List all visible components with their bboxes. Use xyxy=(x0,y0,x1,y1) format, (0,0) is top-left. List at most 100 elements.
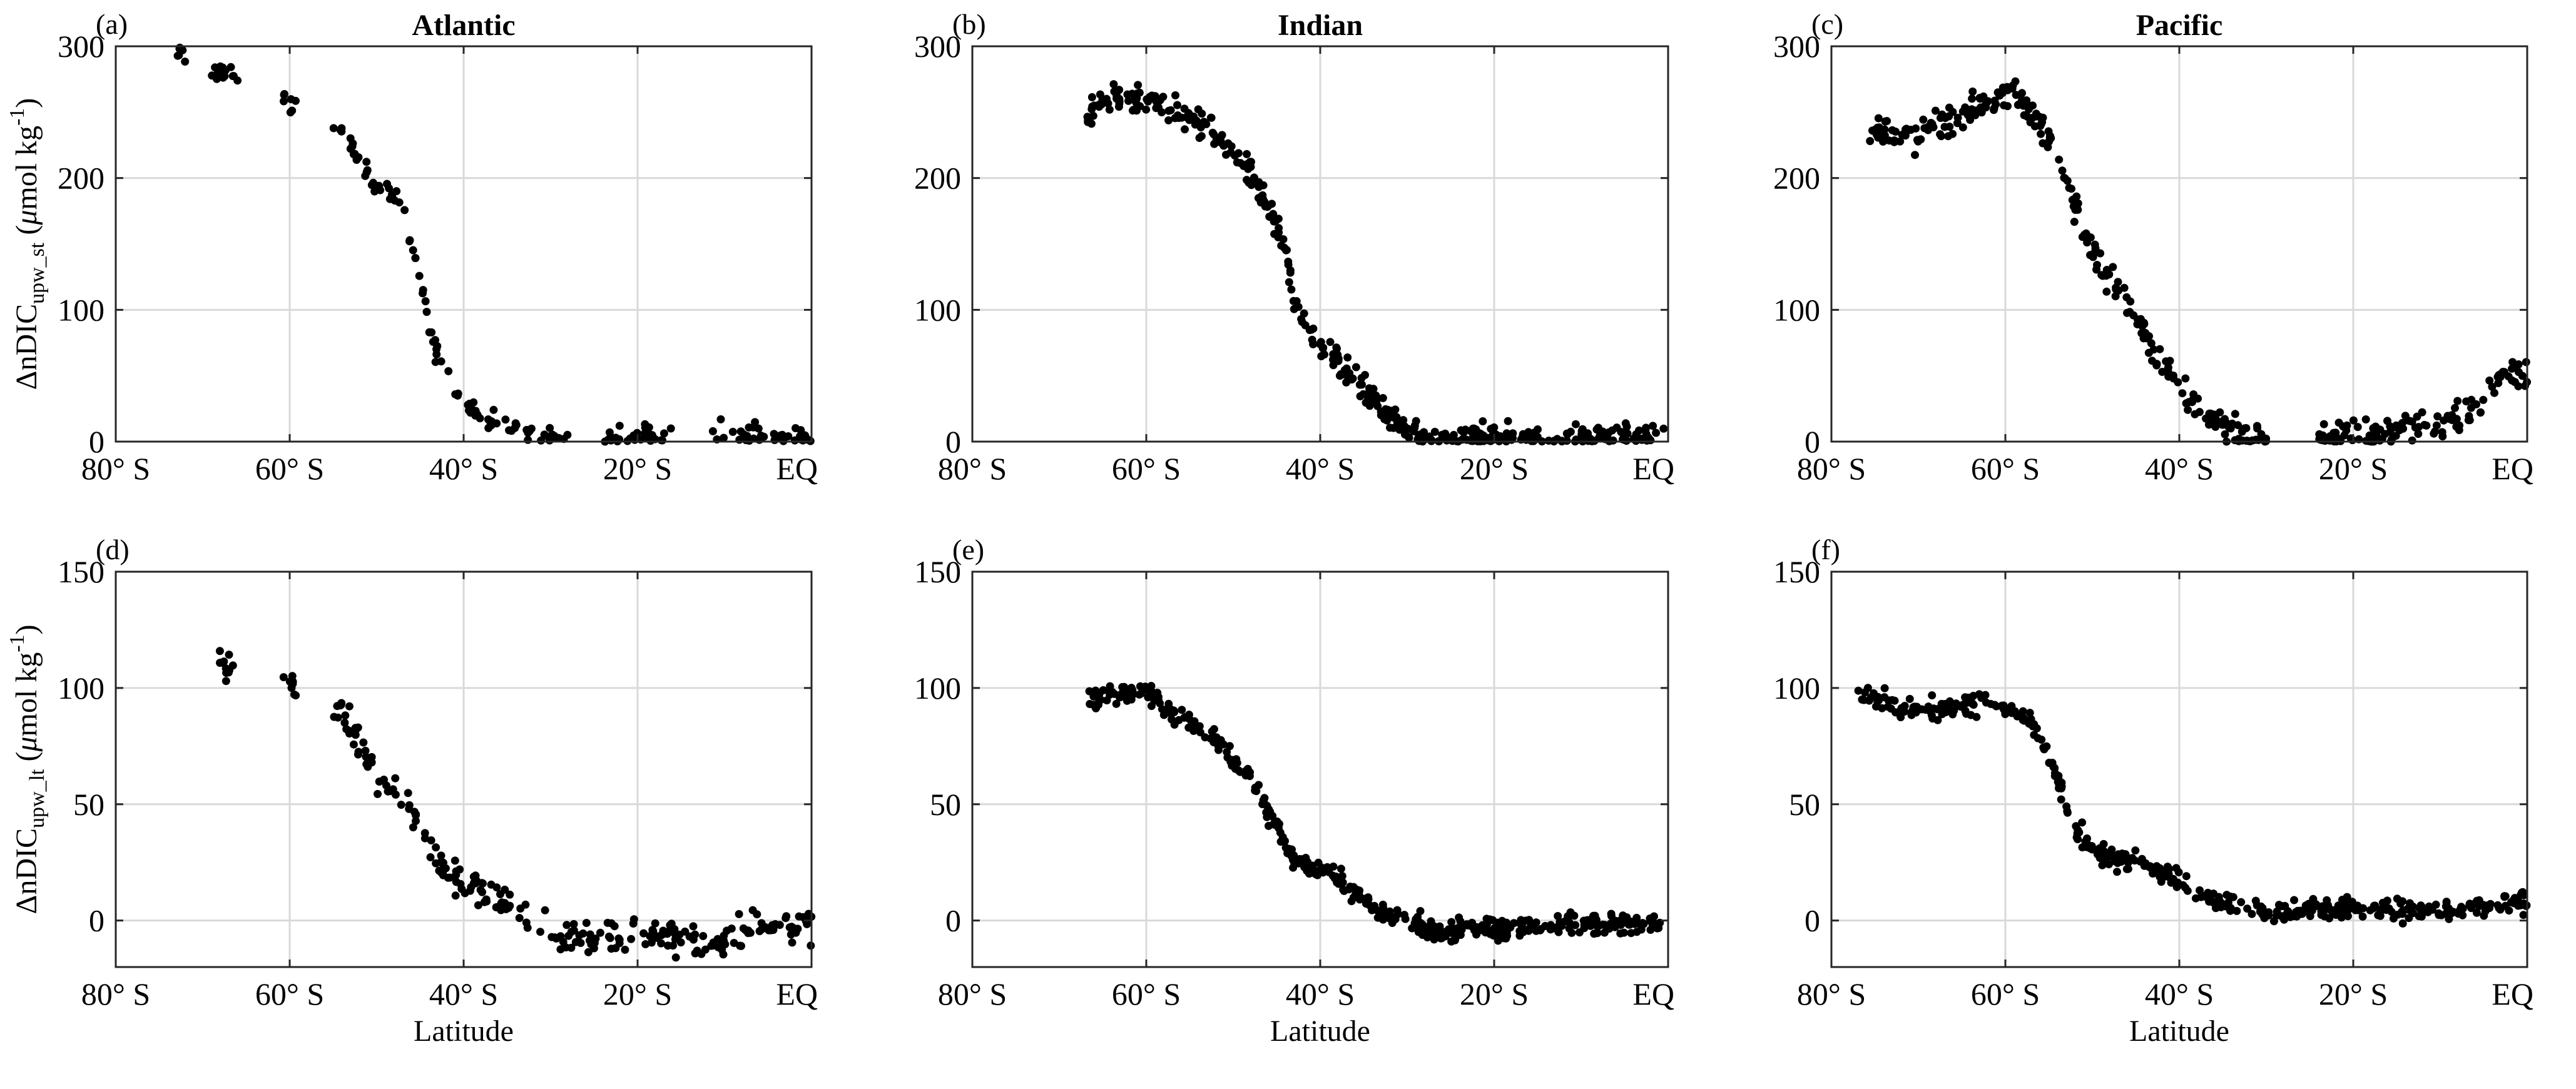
data-point xyxy=(1952,699,1960,708)
data-point xyxy=(1981,691,1990,699)
data-point xyxy=(464,400,472,409)
data-point xyxy=(2156,345,2164,353)
data-point xyxy=(546,423,554,432)
data-point xyxy=(506,901,514,910)
data-point xyxy=(1133,106,1141,115)
data-point xyxy=(1920,124,1929,133)
data-point xyxy=(1881,117,1890,126)
data-point xyxy=(1482,914,1491,923)
data-point xyxy=(489,405,498,414)
data-point xyxy=(477,879,486,888)
data-point xyxy=(2377,905,2386,913)
data-point xyxy=(1449,436,1458,445)
data-point xyxy=(2046,759,2055,767)
data-point xyxy=(1588,916,1597,924)
data-point xyxy=(1199,118,1208,126)
data-point xyxy=(795,912,803,921)
data-point xyxy=(582,919,591,927)
y-axis-title-subscript: upw_lt xyxy=(26,769,49,828)
data-point xyxy=(2000,101,2008,109)
data-point xyxy=(1888,696,1896,704)
data-point xyxy=(728,427,737,436)
data-point xyxy=(1869,126,1878,135)
data-point xyxy=(2215,896,2224,905)
data-point xyxy=(2425,902,2433,911)
data-point xyxy=(431,336,439,345)
panel-a: 80° S 60° S 40° S 20° S EQ 0 100 200 300(a) Atlan… xyxy=(6,8,818,486)
data-points xyxy=(1085,682,1664,946)
data-point xyxy=(1274,215,1283,223)
y-axis-title-main: ΔnDIC xyxy=(10,304,43,390)
data-point xyxy=(1326,338,1335,347)
data-point xyxy=(1470,926,1479,935)
y-tick-label: 300 xyxy=(1773,29,1820,64)
data-point xyxy=(1362,398,1370,407)
data-point xyxy=(736,941,745,950)
data-point xyxy=(775,921,784,929)
data-point xyxy=(2485,376,2494,385)
data-point xyxy=(219,73,228,82)
data-point xyxy=(2481,907,2490,916)
x-tick-label: EQ xyxy=(776,451,818,486)
data-point xyxy=(2386,422,2395,431)
data-point xyxy=(2183,886,2192,895)
data-point xyxy=(1288,845,1296,854)
data-point xyxy=(1659,424,1668,433)
data-point xyxy=(1181,125,1189,134)
data-point xyxy=(1143,95,1151,104)
data-point xyxy=(2355,906,2363,914)
data-point xyxy=(1393,906,1402,914)
data-point xyxy=(1627,929,1636,938)
data-point xyxy=(1878,129,1886,138)
data-point xyxy=(1593,923,1602,931)
data-point xyxy=(2124,864,2132,873)
data-point xyxy=(1564,912,1572,921)
data-point xyxy=(1880,684,1889,692)
data-point xyxy=(375,181,384,190)
data-point xyxy=(1318,344,1327,353)
data-point xyxy=(1336,864,1345,873)
data-point xyxy=(1936,130,1945,139)
data-point xyxy=(2289,912,2298,921)
data-point xyxy=(492,883,501,892)
data-point xyxy=(1368,906,1377,914)
data-point xyxy=(2405,899,2414,908)
data-point xyxy=(2476,408,2485,417)
data-point xyxy=(540,430,549,439)
data-point xyxy=(2092,265,2100,274)
x-tick-label: 40° S xyxy=(2145,451,2214,486)
data-point xyxy=(2264,911,2273,919)
data-point xyxy=(2163,863,2172,871)
data-point xyxy=(1425,432,1434,441)
data-point xyxy=(2486,899,2495,908)
data-point xyxy=(575,931,584,940)
data-point xyxy=(1243,764,1252,773)
data-point xyxy=(2393,894,2401,903)
x-tick-label: EQ xyxy=(2492,976,2533,1011)
data-point xyxy=(1307,325,1316,334)
data-point xyxy=(175,51,183,59)
data-point xyxy=(1260,198,1269,206)
y-tick-label: 300 xyxy=(58,29,104,64)
data-point xyxy=(1087,93,1096,101)
data-point xyxy=(288,106,297,115)
data-point xyxy=(2164,363,2172,372)
data-point xyxy=(1274,233,1283,241)
data-point xyxy=(2182,399,2191,408)
data-point xyxy=(2458,904,2467,913)
data-point xyxy=(2221,430,2229,438)
data-point xyxy=(639,929,648,938)
data-point xyxy=(744,929,753,938)
data-point xyxy=(1320,350,1328,358)
data-point xyxy=(1227,142,1236,151)
data-point xyxy=(2202,891,2211,899)
data-point xyxy=(2012,91,2020,99)
data-point xyxy=(2191,410,2199,418)
data-point xyxy=(2505,906,2513,915)
data-point xyxy=(2154,864,2162,873)
data-point xyxy=(2251,896,2260,905)
data-points xyxy=(1854,684,2531,928)
data-point xyxy=(651,919,659,928)
data-point xyxy=(1642,423,1651,432)
data-point xyxy=(606,934,614,943)
